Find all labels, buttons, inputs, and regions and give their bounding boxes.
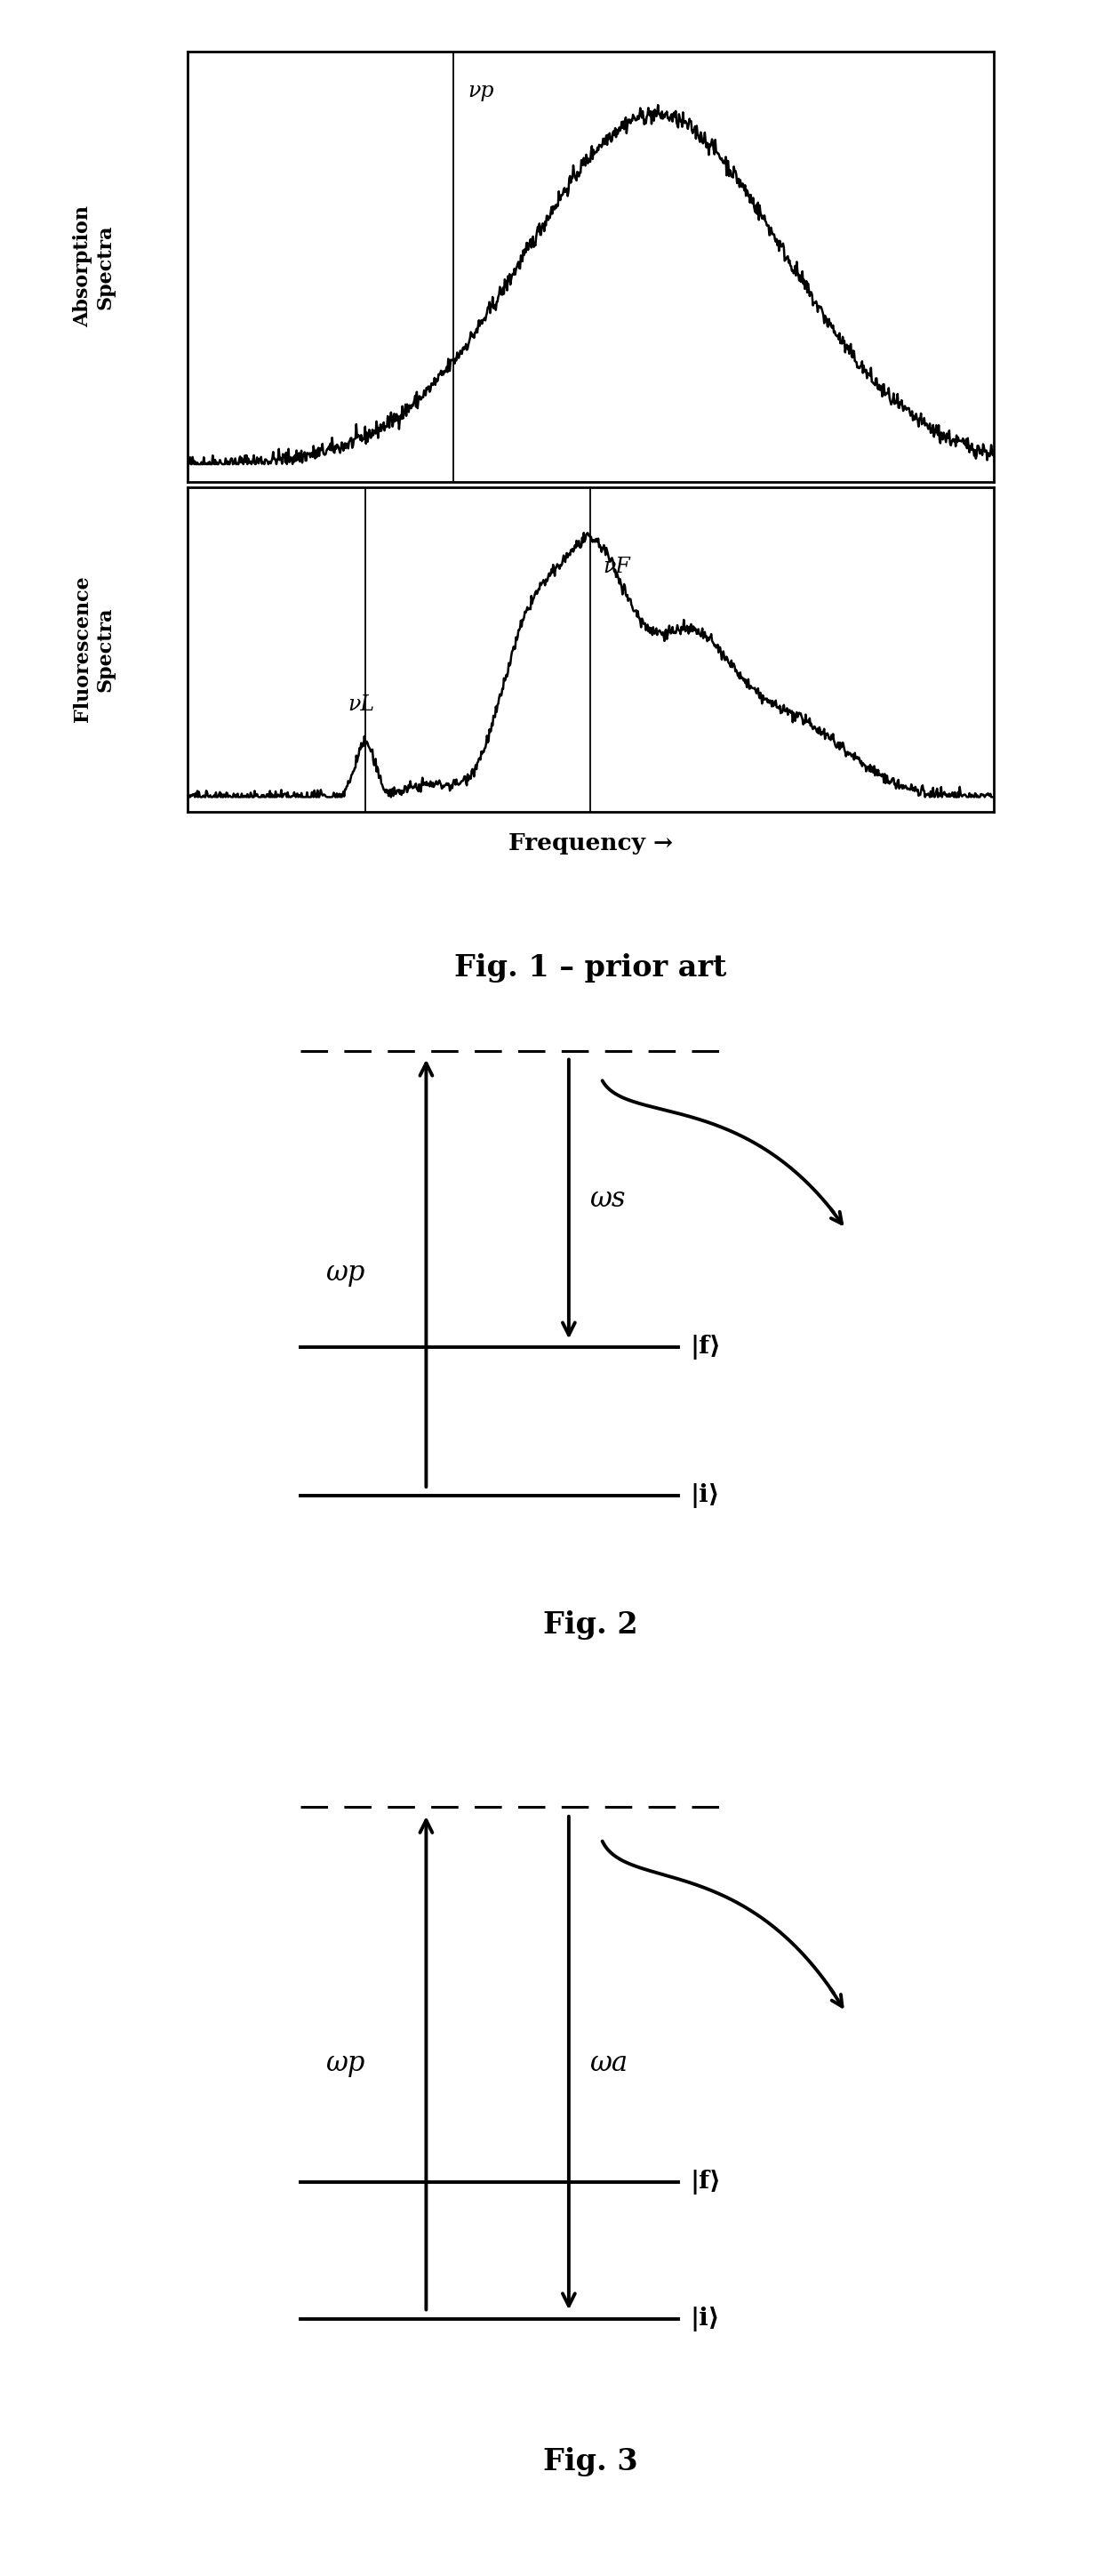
Text: Fig. 3: Fig. 3 [543, 2447, 638, 2476]
Text: νF: νF [603, 556, 630, 577]
Text: νL: νL [348, 696, 374, 716]
Text: Fluorescence
Spectra: Fluorescence Spectra [73, 577, 115, 721]
Text: Absorption
Spectra: Absorption Spectra [73, 206, 115, 327]
Text: |f⟩: |f⟩ [690, 1334, 721, 1360]
Text: ωp: ωp [326, 1260, 365, 1288]
Text: ωa: ωa [590, 2050, 628, 2076]
Text: Fig. 2: Fig. 2 [543, 1610, 638, 1638]
Text: νp: νp [468, 80, 495, 100]
Text: |i⟩: |i⟩ [690, 2306, 720, 2331]
Text: Fig. 1 – prior art: Fig. 1 – prior art [455, 953, 726, 981]
Text: ωs: ωs [590, 1185, 626, 1213]
Text: Frequency →: Frequency → [508, 832, 673, 855]
Text: ωp: ωp [326, 2050, 365, 2076]
Text: |f⟩: |f⟩ [690, 2169, 721, 2195]
Text: |i⟩: |i⟩ [690, 1484, 720, 1507]
